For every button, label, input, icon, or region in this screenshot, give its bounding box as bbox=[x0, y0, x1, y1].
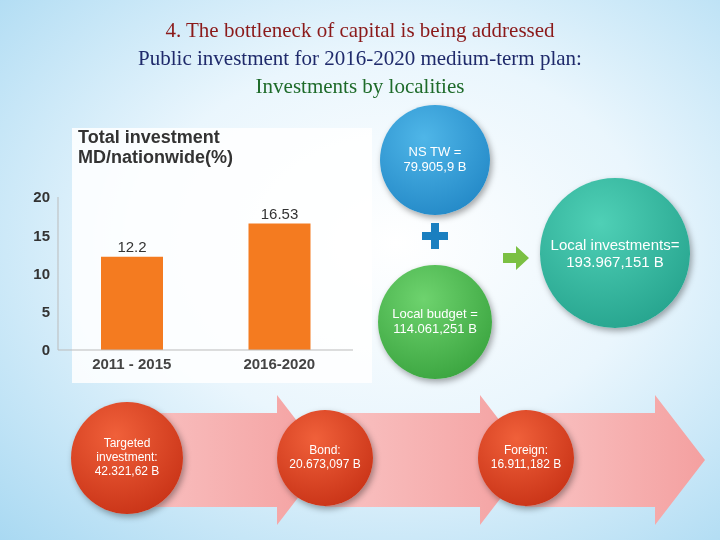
html-text:Targeted investment:: Targeted investment: bbox=[96, 436, 158, 465]
html-text:Foreign:: Foreign: bbox=[504, 443, 548, 458]
svg-text:12.2: 12.2 bbox=[117, 238, 146, 255]
svg-text:15: 15 bbox=[33, 227, 50, 244]
html-text:4. The bottleneck of capital i: 4. The bottleneck of capital is being ad… bbox=[165, 18, 555, 42]
svg-text:20: 20 bbox=[33, 188, 50, 205]
html-text:NS TW =: NS TW = bbox=[408, 144, 462, 160]
html-text:Total investment MD/nationwide: Total investment MD/nationwide(%) bbox=[78, 127, 233, 167]
html-text:Investments by localities: Investments by localities bbox=[255, 74, 465, 98]
svg-text:10: 10 bbox=[33, 265, 50, 282]
svg-text:2011 - 2015: 2011 - 2015 bbox=[92, 355, 171, 372]
html-text:16.911,182 B: 16.911,182 B bbox=[490, 457, 562, 471]
svg-text:2016-2020: 2016-2020 bbox=[243, 355, 315, 372]
html-text:Local budget =: Local budget = bbox=[392, 306, 478, 322]
svg-text:5: 5 bbox=[42, 303, 50, 320]
html-text:114.061,251 B: 114.061,251 B bbox=[393, 321, 477, 336]
html-text:Public investment for 2016-202: Public investment for 2016-2020 medium-t… bbox=[138, 46, 582, 70]
svg-text:0: 0 bbox=[42, 341, 50, 358]
html-text:Bond:: Bond: bbox=[309, 443, 341, 458]
html-text:193.967,151 B: 193.967,151 B bbox=[566, 253, 664, 270]
html-text:20.673,097 B: 20.673,097 B bbox=[289, 457, 361, 471]
html-text:Local investments=: Local investments= bbox=[550, 235, 680, 253]
html-text:42.321,62 B: 42.321,62 B bbox=[94, 463, 160, 478]
svg-text:16.53: 16.53 bbox=[261, 205, 299, 222]
html-text:79.905,9 B: 79.905,9 B bbox=[403, 159, 467, 174]
